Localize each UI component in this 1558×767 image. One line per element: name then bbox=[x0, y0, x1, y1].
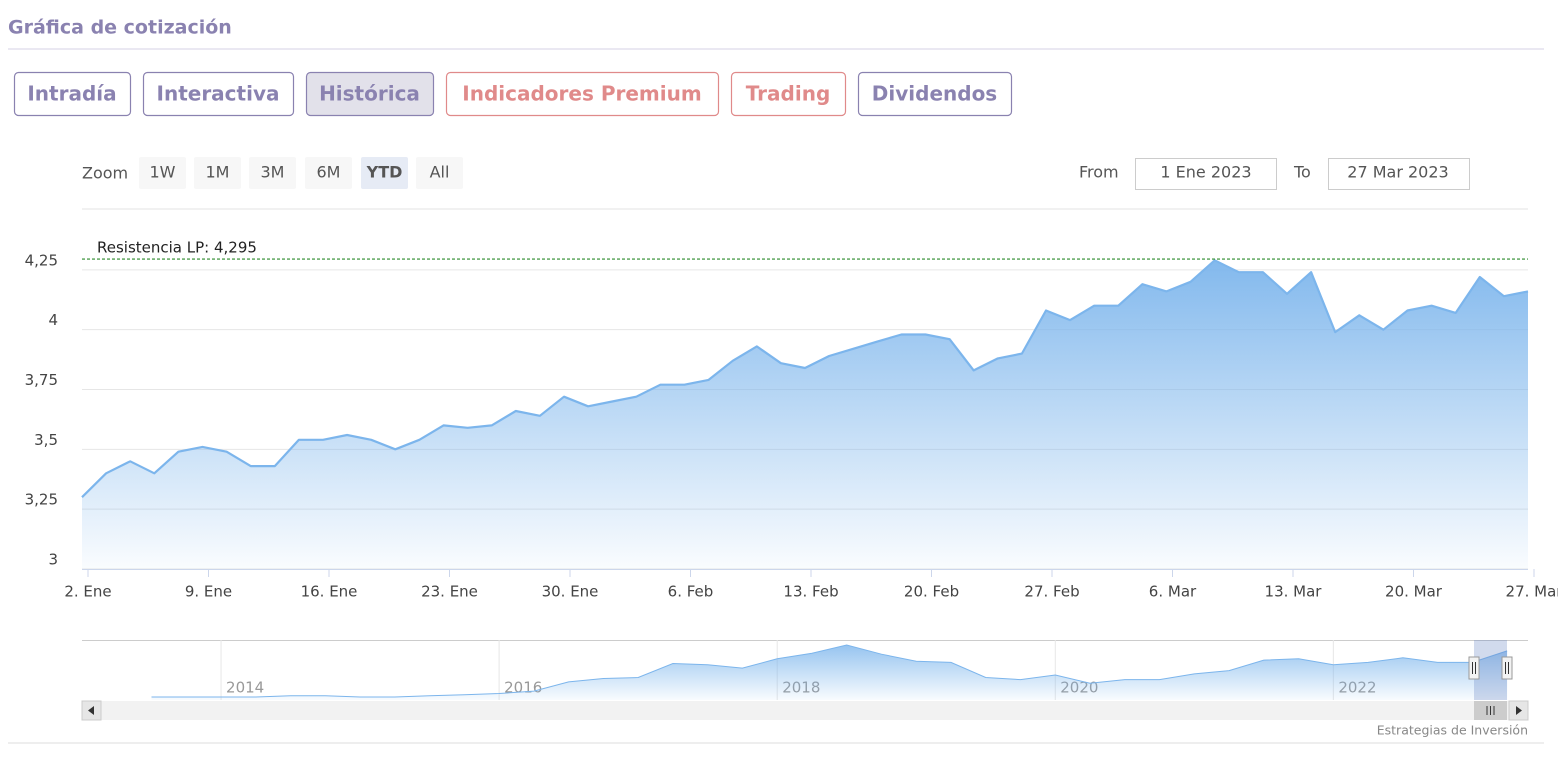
x-tick-label: 30. Ene bbox=[542, 583, 599, 601]
tab-button[interactable] bbox=[13, 71, 132, 117]
x-tick-label: 6. Mar bbox=[1149, 583, 1197, 601]
tab-label[interactable]: Intradía bbox=[27, 82, 116, 106]
tab-button[interactable] bbox=[730, 71, 847, 117]
scrollbar-track bbox=[82, 701, 1528, 720]
zoom-button-label[interactable]: 6M bbox=[317, 163, 341, 182]
navigator-tick-label: 2014 bbox=[226, 679, 264, 697]
y-tick-label: 3,75 bbox=[25, 371, 58, 389]
zoom-label: Zoom bbox=[82, 164, 128, 183]
tab-label[interactable]: Indicadores Premium bbox=[462, 82, 701, 106]
zoom-button-label[interactable]: 1M bbox=[206, 163, 230, 182]
x-tick-label: 27. Feb bbox=[1024, 583, 1079, 601]
from-label: From bbox=[1079, 163, 1119, 182]
zoom-button-label[interactable]: 1W bbox=[150, 163, 176, 182]
navigator-line bbox=[151, 644, 1508, 698]
x-tick-label: 6. Feb bbox=[668, 583, 714, 601]
tab-label[interactable]: Histórica bbox=[319, 82, 420, 106]
x-tick-label: 2. Ene bbox=[64, 583, 111, 601]
x-tick-label: 20. Mar bbox=[1385, 583, 1443, 601]
range-selector: Zoom 1W 1M 3M 6M YTD All From 1 Ene 2023 To 27 Mar… bbox=[82, 157, 1470, 190]
x-tick-label: 20. Feb bbox=[904, 583, 959, 601]
area-line bbox=[81, 259, 1529, 498]
tab-button[interactable] bbox=[445, 71, 720, 117]
zoom-button[interactable] bbox=[249, 157, 296, 189]
page-title: Gráfica de cotización bbox=[8, 17, 232, 39]
zoom-button[interactable] bbox=[305, 157, 352, 189]
zoom-button-label[interactable]: 3M bbox=[261, 163, 285, 182]
navigator-handle[interactable] bbox=[1501, 656, 1513, 680]
tab-bar: Intradía Interactiva Histórica Indicadores … bbox=[13, 71, 1013, 117]
plot-line-label: Resistencia LP: 4,295 bbox=[97, 239, 257, 257]
area-fill bbox=[82, 260, 1528, 569]
zoom-button[interactable] bbox=[361, 157, 408, 189]
y-tick-label: 3,5 bbox=[34, 431, 58, 449]
zoom-button[interactable] bbox=[139, 157, 186, 189]
zoom-button-label[interactable]: YTD bbox=[366, 163, 403, 182]
zoom-button[interactable] bbox=[194, 157, 241, 189]
zoom-button[interactable] bbox=[416, 157, 463, 189]
tab-button[interactable] bbox=[142, 71, 295, 117]
x-tick-label: 27. Mar bbox=[1506, 583, 1558, 601]
tab-label[interactable]: Trading bbox=[746, 82, 831, 106]
scroll-left-arrow bbox=[88, 706, 94, 715]
x-tick-label: 16. Ene bbox=[301, 583, 358, 601]
from-input[interactable] bbox=[1135, 158, 1277, 190]
y-tick-label: 3 bbox=[48, 551, 58, 569]
scroll-right-arrow bbox=[1516, 706, 1522, 715]
to-label: To bbox=[1293, 163, 1311, 182]
to-input[interactable] bbox=[1328, 158, 1470, 190]
from-value[interactable]: 1 Ene 2023 bbox=[1160, 163, 1251, 182]
chart: 3 3,25 3,5 3,75 4 4,25 2. Ene 9. Ene 16. Ene 23. … bbox=[25, 239, 1558, 601]
credits: Estrategias de Inversión bbox=[1377, 723, 1528, 738]
zoom-button-label[interactable]: All bbox=[430, 163, 450, 182]
x-tick-label: 13. Feb bbox=[783, 583, 838, 601]
y-tick-label: 4 bbox=[48, 311, 58, 329]
x-tick-label: 13. Mar bbox=[1265, 583, 1323, 601]
navigator-area bbox=[151, 645, 1508, 700]
y-tick-label: 4,25 bbox=[25, 251, 58, 269]
tab-button[interactable] bbox=[305, 71, 435, 117]
x-tick-label: 23. Ene bbox=[421, 583, 478, 601]
tab-button[interactable] bbox=[857, 71, 1013, 117]
tab-label[interactable]: Interactiva bbox=[157, 82, 280, 106]
navigator: 20142016201820202022 bbox=[81, 640, 1529, 721]
tab-label[interactable]: Dividendos bbox=[872, 82, 997, 106]
navigator-handle[interactable] bbox=[1468, 656, 1480, 680]
y-tick-label: 3,25 bbox=[25, 491, 58, 509]
x-tick-label: 9. Ene bbox=[185, 583, 232, 601]
to-value[interactable]: 27 Mar 2023 bbox=[1347, 163, 1448, 182]
